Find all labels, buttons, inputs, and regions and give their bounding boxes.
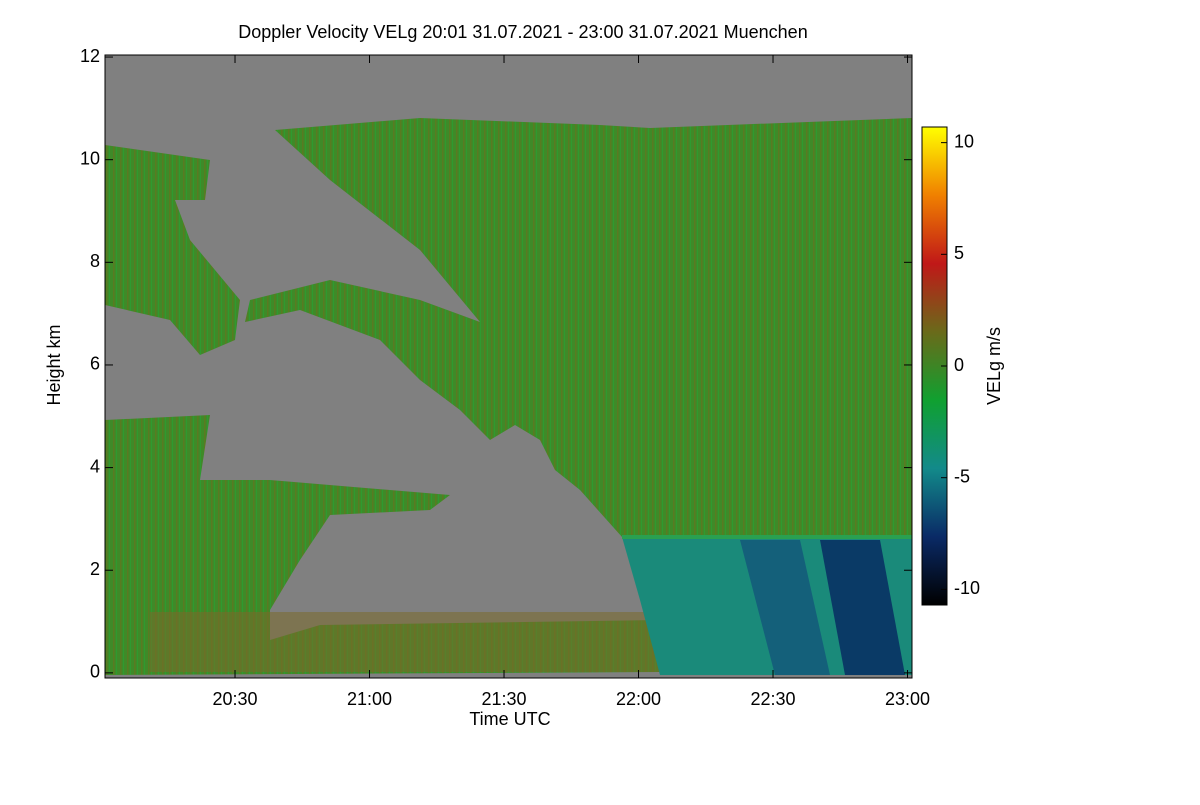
near-ground-echo	[150, 612, 660, 672]
y-tick-label: 12	[80, 46, 100, 66]
x-tick-label: 21:30	[481, 689, 526, 709]
colorbar-tick-label: 5	[954, 243, 964, 263]
x-tick-label: 23:00	[885, 689, 930, 709]
y-tick-label: 2	[90, 559, 100, 579]
colorbar-label: VELg m/s	[984, 327, 1004, 405]
y-tick-label: 10	[80, 148, 100, 168]
y-tick-label: 6	[90, 354, 100, 374]
colorbar-tick-label: -5	[954, 466, 970, 486]
colorbar-tick-label: 0	[954, 355, 964, 375]
y-tick-label: 4	[90, 456, 100, 476]
plot-field	[104, 54, 913, 679]
rain-band	[740, 540, 830, 675]
x-axis-label: Time UTC	[469, 709, 550, 729]
echo-region	[105, 415, 660, 675]
echo-region	[105, 145, 240, 355]
colorbar-tick-label: -10	[954, 578, 980, 598]
x-tick-label: 21:00	[347, 689, 392, 709]
colorbar-tick-label: 10	[954, 131, 974, 151]
y-tick-label: 0	[90, 662, 100, 682]
x-tick-label: 22:30	[750, 689, 795, 709]
chart-title: Doppler Velocity VELg 20:01 31.07.2021 -…	[238, 22, 807, 42]
x-tick-label: 20:30	[212, 689, 257, 709]
y-axis-label: Height km	[44, 324, 64, 405]
rain-band	[820, 540, 905, 675]
echo-region	[245, 118, 912, 540]
y-tick-label: 8	[90, 251, 100, 271]
x-tick-label: 22:00	[616, 689, 661, 709]
plot-frame	[104, 54, 913, 679]
